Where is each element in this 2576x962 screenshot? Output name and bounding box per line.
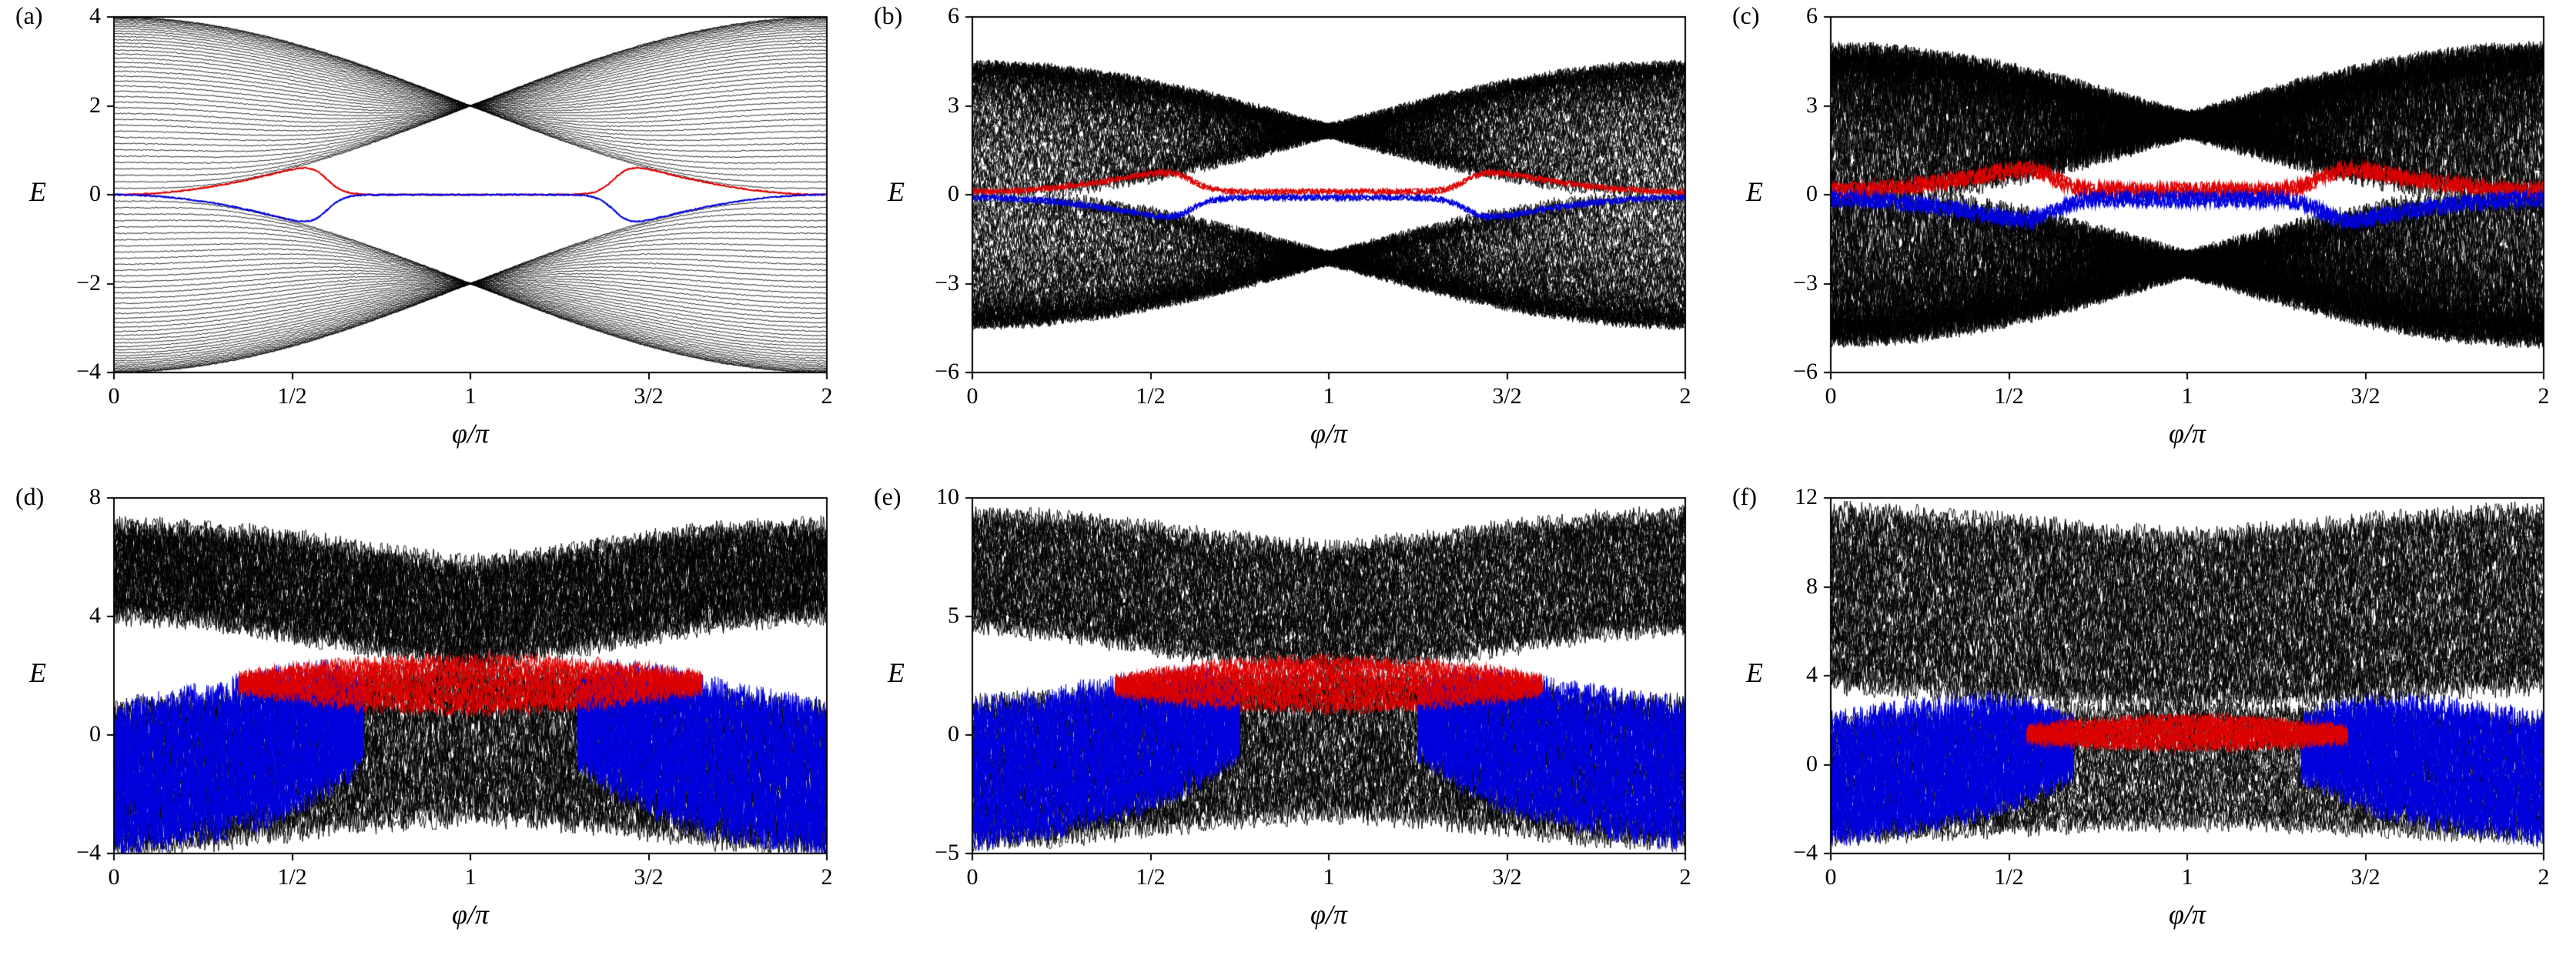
panel-label-b: (b) bbox=[874, 2, 903, 29]
panel-label-d: (d) bbox=[15, 483, 45, 510]
spectrum-canvas-b bbox=[858, 0, 1717, 481]
x-tick-label: 2 bbox=[821, 383, 833, 409]
y-tick-label: 0 bbox=[89, 181, 101, 206]
x-tick-label: 3/2 bbox=[1492, 864, 1522, 890]
x-tick-label: 0 bbox=[108, 864, 120, 890]
x-tick-label: 1/2 bbox=[277, 864, 307, 890]
spectrum-canvas-e bbox=[858, 481, 1717, 962]
spectrum-canvas-f bbox=[1717, 481, 2575, 962]
x-tick-label: 1 bbox=[464, 383, 477, 409]
x-axis-label-d: φ/π bbox=[452, 899, 489, 930]
panel-d: (d) E φ/π 0 1/2 1 3/2 2 −4 0 4 8 bbox=[0, 481, 858, 962]
y-tick-label: 6 bbox=[948, 3, 959, 28]
y-tick-label: 2 bbox=[89, 92, 101, 118]
panel-label-a: (a) bbox=[15, 2, 43, 29]
spectrum-canvas-a bbox=[0, 0, 858, 481]
y-tick-label: 0 bbox=[948, 181, 959, 206]
y-tick-label: −6 bbox=[935, 359, 959, 384]
x-axis-label-e: φ/π bbox=[1310, 899, 1347, 930]
y-tick-label: −4 bbox=[76, 359, 101, 384]
y-tick-label: 0 bbox=[89, 721, 101, 747]
y-axis-label-f: E bbox=[1746, 657, 1763, 688]
x-tick-label: 3/2 bbox=[2350, 383, 2380, 409]
x-tick-label: 1 bbox=[2181, 383, 2193, 409]
panel-f: (f) E φ/π 0 1/2 1 3/2 2 −4 0 4 8 12 bbox=[1717, 481, 2576, 962]
y-tick-label: 4 bbox=[89, 3, 101, 28]
x-tick-label: 3/2 bbox=[2350, 864, 2380, 890]
y-tick-label: 3 bbox=[1806, 92, 1818, 118]
y-tick-label: −2 bbox=[76, 269, 101, 296]
y-tick-label: 6 bbox=[1806, 3, 1818, 28]
x-tick-label: 1/2 bbox=[277, 383, 307, 409]
y-tick-label: 0 bbox=[1806, 750, 1818, 777]
panel-b: (b) E φ/π 0 1/2 1 3/2 2 −6 −3 0 3 6 bbox=[858, 0, 1717, 481]
x-tick-label: 1/2 bbox=[1994, 383, 2024, 409]
x-tick-label: 1 bbox=[1323, 383, 1335, 409]
x-tick-label: 2 bbox=[821, 864, 833, 890]
x-tick-label: 0 bbox=[1825, 383, 1837, 409]
x-tick-label: 2 bbox=[2538, 383, 2550, 409]
panel-label-f: (f) bbox=[1732, 483, 1757, 510]
x-tick-label: 0 bbox=[966, 864, 979, 890]
y-tick-label: 8 bbox=[89, 484, 101, 509]
y-tick-label: −6 bbox=[1793, 359, 1818, 384]
panel-label-c: (c) bbox=[1732, 2, 1760, 29]
x-tick-label: 1/2 bbox=[1994, 864, 2024, 890]
y-tick-label: 4 bbox=[1806, 662, 1818, 687]
x-tick-label: 1 bbox=[2181, 864, 2193, 890]
y-tick-label: 3 bbox=[948, 92, 959, 118]
y-tick-label: 8 bbox=[1806, 573, 1818, 599]
y-axis-label-e: E bbox=[888, 657, 905, 688]
x-tick-label: 0 bbox=[966, 383, 979, 409]
x-tick-label: 1 bbox=[464, 864, 477, 890]
x-axis-label-a: φ/π bbox=[452, 418, 489, 449]
y-tick-label: −4 bbox=[1793, 840, 1818, 865]
spectrum-canvas-c bbox=[1717, 0, 2575, 481]
x-tick-label: 2 bbox=[1679, 864, 1691, 890]
x-tick-label: 3/2 bbox=[634, 383, 664, 409]
x-axis-label-f: φ/π bbox=[2169, 899, 2206, 930]
y-tick-label: −3 bbox=[1793, 269, 1818, 296]
x-tick-label: 3/2 bbox=[1492, 383, 1522, 409]
x-axis-label-c: φ/π bbox=[2169, 418, 2206, 449]
y-tick-label: −5 bbox=[935, 840, 959, 865]
x-tick-label: 3/2 bbox=[634, 864, 664, 890]
y-axis-label-d: E bbox=[29, 657, 46, 688]
y-axis-label-a: E bbox=[29, 176, 46, 207]
panel-e: (e) E φ/π 0 1/2 1 3/2 2 −5 0 5 10 bbox=[858, 481, 1717, 962]
panel-c: (c) E φ/π 0 1/2 1 3/2 2 −6 −3 0 3 6 bbox=[1717, 0, 2576, 481]
panel-label-e: (e) bbox=[874, 483, 902, 510]
x-tick-label: 1 bbox=[1323, 864, 1335, 890]
x-tick-label: 0 bbox=[1825, 864, 1837, 890]
y-tick-label: 12 bbox=[1795, 484, 1818, 509]
x-axis-label-b: φ/π bbox=[1310, 418, 1347, 449]
y-axis-label-c: E bbox=[1746, 176, 1763, 207]
x-tick-label: 1/2 bbox=[1136, 383, 1166, 409]
x-tick-label: 1/2 bbox=[1136, 864, 1166, 890]
y-tick-label: 10 bbox=[936, 484, 959, 509]
y-tick-label: 5 bbox=[948, 603, 959, 628]
y-tick-label: −3 bbox=[935, 269, 959, 296]
panel-a: (a) E φ/π 0 1/2 1 3/2 2 −4 −2 0 2 4 bbox=[0, 0, 858, 481]
y-axis-label-b: E bbox=[888, 176, 905, 207]
x-tick-label: 2 bbox=[2538, 864, 2550, 890]
x-tick-label: 0 bbox=[108, 383, 120, 409]
y-tick-label: 0 bbox=[1806, 181, 1818, 206]
y-tick-label: 0 bbox=[948, 721, 959, 747]
y-tick-label: −4 bbox=[76, 840, 101, 865]
y-tick-label: 4 bbox=[89, 603, 101, 628]
spectrum-canvas-d bbox=[0, 481, 858, 962]
x-tick-label: 2 bbox=[1679, 383, 1691, 409]
